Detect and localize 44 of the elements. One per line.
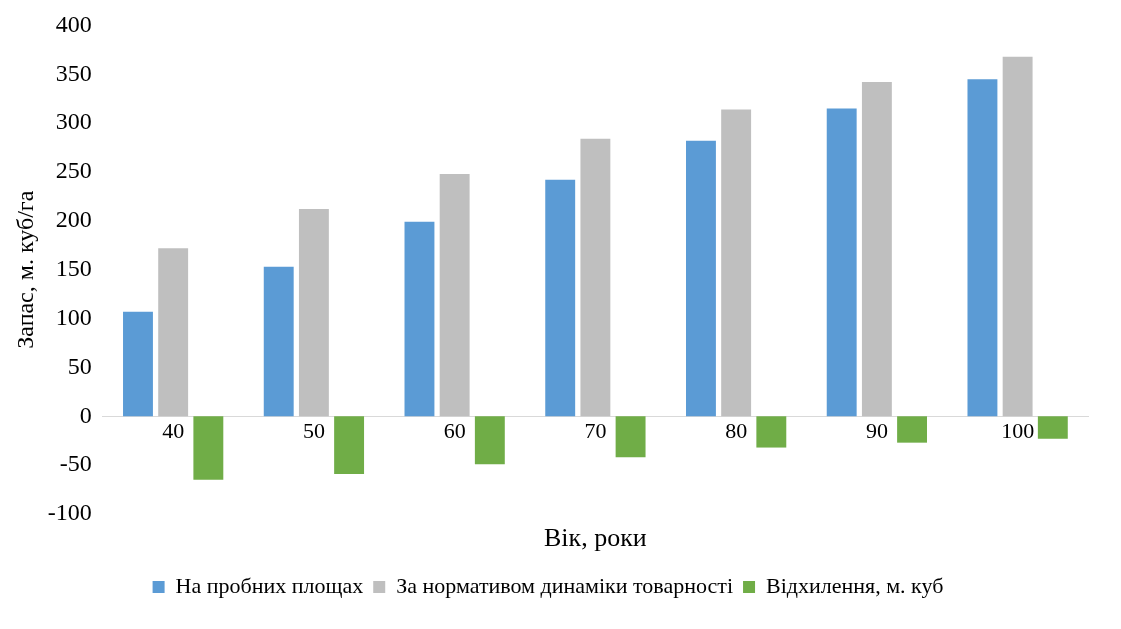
legend-label: За нормативом динаміки товарності	[396, 572, 734, 598]
legend-label: Відхилення, м. куб	[766, 572, 944, 598]
bar	[158, 248, 189, 417]
legend-label: На пробних площах	[175, 572, 364, 598]
bar	[298, 209, 329, 417]
y-tick-label: 250	[55, 157, 92, 184]
bar	[967, 79, 998, 417]
y-tick-label: -100	[47, 499, 92, 526]
bar	[545, 179, 576, 417]
x-tick-label: 60	[443, 418, 466, 444]
bar	[615, 416, 646, 458]
bar	[897, 416, 928, 443]
bar	[404, 221, 435, 417]
y-tick-label: 300	[55, 108, 92, 135]
y-tick-label: 200	[55, 206, 92, 233]
bar	[439, 173, 470, 417]
y-tick-label: 0	[79, 401, 92, 428]
x-tick-label: 90	[865, 418, 888, 444]
bar	[756, 416, 787, 448]
y-tick-label: 150	[55, 255, 92, 281]
x-tick-label: 40	[162, 418, 185, 444]
x-tick-label: 80	[725, 418, 748, 444]
x-axis-title: Вік, роки	[544, 522, 647, 552]
bar	[1002, 56, 1033, 417]
y-tick-label: 400	[55, 10, 92, 37]
y-tick-label: 350	[55, 59, 92, 86]
bar	[1037, 416, 1068, 439]
x-tick-label: 70	[584, 418, 607, 444]
bar	[193, 416, 224, 480]
x-tick-label: 50	[302, 418, 325, 444]
bar	[263, 266, 294, 417]
bar	[686, 140, 716, 417]
bar	[580, 138, 611, 417]
y-axis-title: Запас, м. куб/га	[11, 190, 38, 349]
bar	[861, 82, 892, 417]
bar	[334, 416, 365, 474]
bar	[826, 108, 857, 417]
y-tick-label: -50	[59, 450, 92, 477]
bar	[123, 311, 153, 417]
y-tick-label: 50	[67, 352, 92, 379]
x-tick-label: 100	[1001, 418, 1035, 444]
bar	[474, 416, 505, 465]
bar	[721, 109, 752, 417]
y-tick-label: 100	[55, 303, 92, 330]
